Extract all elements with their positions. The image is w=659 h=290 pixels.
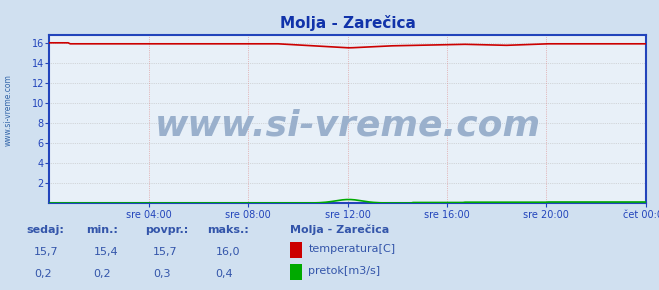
Text: 0,3: 0,3 [153, 269, 171, 279]
Text: www.si-vreme.com: www.si-vreme.com [3, 74, 13, 146]
Text: temperatura[C]: temperatura[C] [308, 244, 395, 254]
Text: povpr.:: povpr.: [145, 225, 188, 235]
Text: Molja - Zarečica: Molja - Zarečica [290, 225, 389, 235]
Text: 0,4: 0,4 [215, 269, 233, 279]
Text: www.si-vreme.com: www.si-vreme.com [155, 109, 540, 143]
Text: 0,2: 0,2 [94, 269, 111, 279]
Text: 15,7: 15,7 [34, 247, 59, 257]
Text: min.:: min.: [86, 225, 117, 235]
Text: 15,7: 15,7 [153, 247, 177, 257]
Text: maks.:: maks.: [208, 225, 249, 235]
Text: 0,2: 0,2 [34, 269, 52, 279]
Text: sedaj:: sedaj: [26, 225, 64, 235]
Text: 15,4: 15,4 [94, 247, 118, 257]
Text: 16,0: 16,0 [215, 247, 240, 257]
Text: pretok[m3/s]: pretok[m3/s] [308, 266, 380, 276]
Title: Molja - Zarečica: Molja - Zarečica [279, 15, 416, 31]
